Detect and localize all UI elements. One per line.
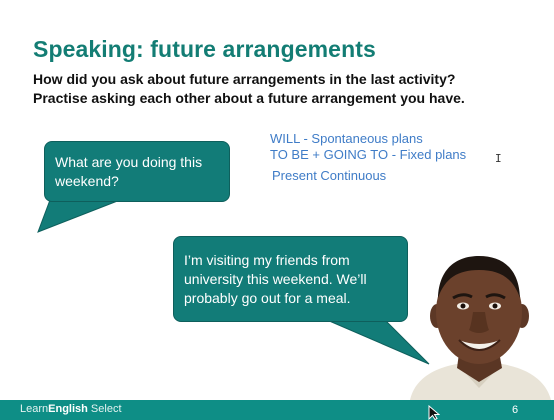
brand-select: Select xyxy=(87,403,122,415)
slide-subtitle: How did you ask about future arrangement… xyxy=(33,70,533,108)
subtitle-line-2: Practise asking each other about a futur… xyxy=(33,90,465,106)
grammar-notes: WILL - Spontaneous plans TO BE + GOING T… xyxy=(270,131,480,184)
note-present-continuous: Present Continuous xyxy=(272,168,387,183)
answer-speech-bubble: I’m visiting my friends from university … xyxy=(173,236,408,322)
question-bubble-tail xyxy=(37,199,121,233)
slide-title: Speaking: future arrangements xyxy=(33,36,376,62)
mouse-pointer-icon xyxy=(428,405,440,420)
brand-english: English xyxy=(48,403,88,415)
footer-bar xyxy=(0,400,554,420)
smiling-man-photo xyxy=(410,256,551,400)
subtitle-line-1: How did you ask about future arrangement… xyxy=(33,71,456,87)
page-number: 6 xyxy=(512,404,519,416)
answer-text: I’m visiting my friends from university … xyxy=(184,252,367,306)
question-speech-bubble: What are you doing this weekend? xyxy=(44,141,230,202)
question-text: What are you doing this weekend? xyxy=(55,154,203,189)
note-will: WILL - Spontaneous plans xyxy=(270,131,423,146)
brand-learn: Learn xyxy=(20,403,49,415)
text-cursor-icon: I xyxy=(495,152,502,165)
note-going-to: TO BE + GOING TO - Fixed plans xyxy=(270,147,467,162)
brand-logo: LearnEnglish Select xyxy=(20,403,122,415)
